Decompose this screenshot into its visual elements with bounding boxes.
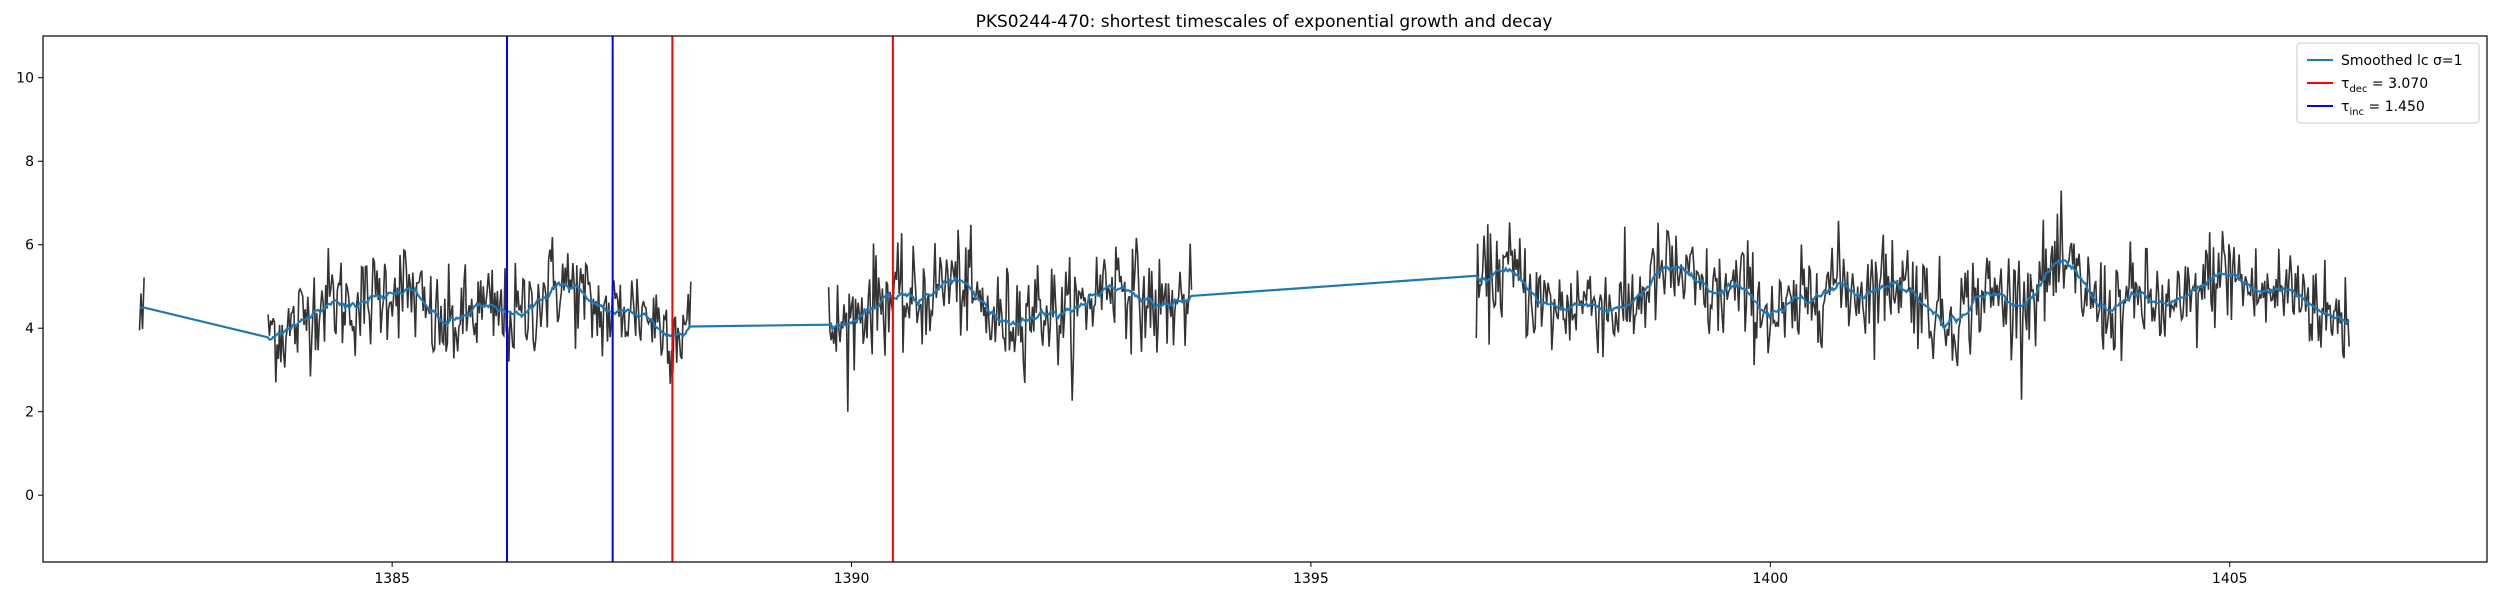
series-raw-lightcurve [138,190,2350,412]
legend-label: τinc = 1.450 [2341,99,2425,118]
legend-label: Smoothed lc σ=1 [2341,53,2463,69]
legend-label: τdec = 3.070 [2341,76,2428,95]
axes: 1385 1390 1395 1400 1405 0 2 4 6 8 10 [16,35,2488,587]
x-tick-label: 1395 [1293,571,1329,587]
y-tick-label: 8 [25,154,34,170]
y-tick-label: 6 [25,238,34,254]
x-tick-label: 1385 [374,571,410,587]
y-tick-label: 0 [25,488,34,504]
series-smoothed-lightcurve [139,258,2350,341]
axes-frame [42,35,2488,563]
legend: Smoothed lc σ=1 τdec = 3.070 τinc = 1.450 [2296,42,2480,124]
y-tick-label: 4 [25,321,34,337]
x-tick-label: 1405 [2212,571,2248,587]
chart-title: PKS0244-470: shortest timescales of expo… [976,12,1553,32]
y-tick-label: 2 [25,405,34,421]
x-tick-label: 1400 [1753,571,1789,587]
y-tick-label: 10 [16,71,34,87]
plot-area [138,36,2350,562]
legend-box [2296,42,2480,124]
x-tick-label: 1390 [834,571,870,587]
